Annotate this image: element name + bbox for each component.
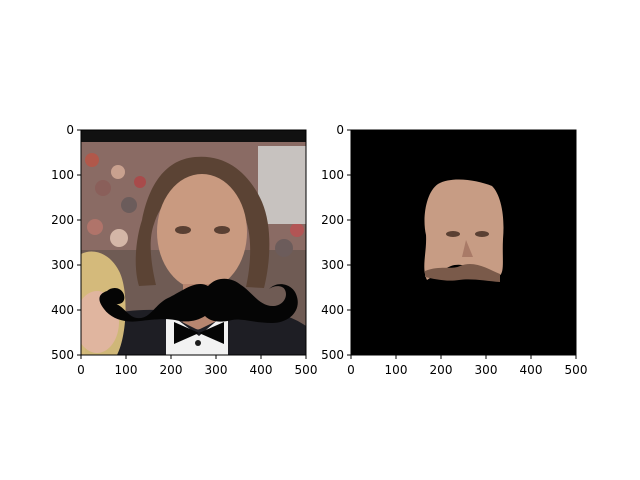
left-top-black-band [81, 130, 306, 142]
left-x-tick-label-2: 200 [160, 363, 183, 377]
hair [135, 156, 270, 288]
masked-lower-face [425, 264, 500, 282]
shirt [166, 311, 228, 355]
masked-face [424, 179, 504, 280]
mustache [99, 278, 298, 323]
left-y-tick-label-0: 0 [66, 123, 74, 137]
right-x-tick-label-3: 300 [475, 363, 498, 377]
left-x-tick-label-1: 100 [115, 363, 138, 377]
left-x-tick-label-0: 0 [77, 363, 85, 377]
left-y-tick-label-2: 200 [51, 213, 74, 227]
bow-tie [174, 322, 224, 344]
right-x-tick-label-2: 200 [430, 363, 453, 377]
right-eye [214, 226, 230, 234]
right-y-tick-label-4: 400 [321, 303, 344, 317]
crowd-dots [85, 153, 304, 257]
background-panel [258, 146, 306, 224]
right-y-tick-label-2: 200 [321, 213, 344, 227]
right-x-tick-label-5: 500 [565, 363, 588, 377]
masked-right-eye [475, 231, 489, 237]
masked-nose [462, 240, 473, 257]
right-y-tick-label-1: 100 [321, 168, 344, 182]
right-x-tick-label-0: 0 [347, 363, 355, 377]
left-x-tick-label-5: 500 [295, 363, 318, 377]
left-x-tick-label-4: 400 [250, 363, 273, 377]
shirt-button [195, 340, 201, 346]
right-image-panel [351, 130, 576, 355]
face [157, 174, 247, 290]
left-eye [175, 226, 191, 234]
right-y-tick-label-5: 500 [321, 348, 344, 362]
right-axes-frame [350, 129, 577, 356]
right-x-tick-label-4: 400 [520, 363, 543, 377]
masked-left-eye [446, 231, 460, 237]
left-y-tick-label-4: 400 [51, 303, 74, 317]
right-y-tick-label-3: 300 [321, 258, 344, 272]
left-image-panel [81, 130, 306, 355]
left-y-tick-label-5: 500 [51, 348, 74, 362]
right-y-tick-label-0: 0 [336, 123, 344, 137]
left-y-tick-label-3: 300 [51, 258, 74, 272]
right-x-tick-label-1: 100 [385, 363, 408, 377]
left-x-tick-label-3: 300 [205, 363, 228, 377]
left-y-tick-label-1: 100 [51, 168, 74, 182]
left-axes-frame [80, 129, 307, 356]
